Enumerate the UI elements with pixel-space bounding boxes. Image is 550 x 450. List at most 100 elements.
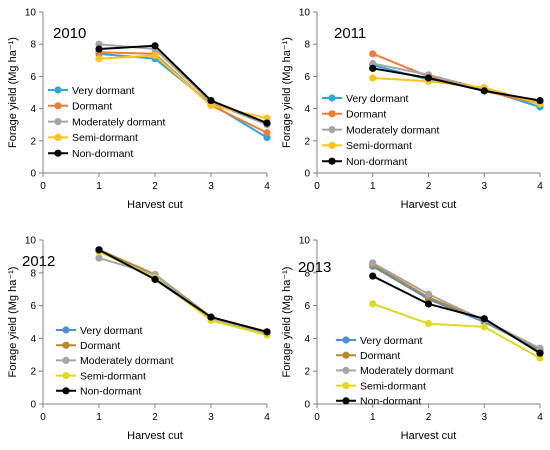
x-axis-title: Harvest cut	[401, 199, 457, 211]
x-tick-label: 2	[152, 412, 158, 423]
data-point	[95, 45, 103, 53]
y-tick-label: 8	[30, 40, 36, 51]
series-line-semi-dormant	[372, 303, 541, 359]
data-point	[263, 328, 271, 336]
y-tick-label: 2	[304, 136, 310, 147]
year-label: 2012	[22, 253, 55, 270]
chart-panel-2013: 0 2 4 6 8 10 0 1 2 3 4 Harvest cut Forage yield (Mg …	[281, 236, 544, 442]
data-point	[480, 315, 488, 323]
legend-label: Non-dormant	[80, 386, 141, 398]
data-point	[369, 50, 377, 58]
legend-swatch-marker	[342, 351, 350, 359]
legend-label: Very dormant	[80, 325, 143, 337]
data-point	[95, 254, 103, 262]
y-tick-label: 0	[30, 400, 36, 411]
legend-label: Semi-dormant	[360, 380, 426, 392]
y-tick-label: 4	[304, 334, 310, 345]
x-tick-label: 3	[208, 412, 214, 423]
data-point	[369, 272, 377, 280]
series-line-moderately-dormant	[372, 262, 541, 350]
x-tick-label: 3	[208, 181, 214, 192]
legend-swatch-marker	[342, 366, 350, 374]
data-point	[207, 313, 215, 321]
y-tick-label: 0	[304, 400, 310, 411]
y-tick-label: 10	[25, 236, 37, 247]
data-point	[95, 55, 103, 63]
legend-swatch-marker	[54, 149, 62, 157]
y-tick-label: 8	[304, 268, 310, 279]
x-tick-label: 0	[40, 412, 46, 423]
x-tick-label: 1	[96, 412, 102, 423]
y-tick-label: 4	[304, 104, 310, 115]
legend: Very dormant Dormant Moderately dormant Sem…	[56, 325, 173, 398]
legend-label: Moderately dormant	[80, 355, 173, 367]
x-tick-label: 1	[370, 181, 376, 192]
x-tick-label: 4	[264, 412, 270, 423]
y-tick-label: 10	[299, 236, 311, 247]
year-label: 2010	[53, 25, 86, 42]
data-point	[151, 275, 159, 283]
data-point	[424, 320, 433, 328]
x-axis-title: Harvest cut	[127, 430, 183, 442]
y-tick-label: 0	[30, 169, 36, 180]
legend-label: Dormant	[346, 109, 386, 121]
legend-label: Moderately dormant	[360, 365, 453, 377]
x-tick-label: 2	[152, 181, 158, 192]
legend-label: Dormant	[80, 340, 120, 352]
data-point	[369, 64, 377, 72]
data-point	[536, 344, 544, 352]
y-tick-label: 8	[304, 40, 310, 51]
data-point	[424, 290, 433, 298]
y-axis-title: Forage yield (Mg ha⁻¹)	[281, 37, 293, 148]
series-line-non-dormant	[98, 44, 268, 125]
data-point	[424, 300, 433, 308]
legend-label: Semi-dormant	[80, 370, 146, 382]
legend-swatch-marker	[342, 382, 350, 390]
x-tick-label: 2	[426, 412, 432, 423]
y-axis-title: Forage yield (Mg ha⁻¹)	[7, 267, 19, 378]
legend-swatch-marker	[328, 157, 336, 165]
data-point	[263, 129, 271, 137]
legend-label: Non-dormant	[346, 156, 407, 168]
legend-swatch-marker	[62, 326, 70, 334]
legend-label: Moderately dormant	[72, 116, 165, 128]
data-point	[369, 74, 377, 82]
legend-label: Semi-dormant	[346, 140, 412, 152]
y-tick-label: 4	[30, 334, 36, 345]
chart-panel-2011: 0 2 4 6 8 10 0 1 2 3 4 Harvest cut Forage yield (Mg …	[281, 8, 544, 211]
y-tick-label: 6	[304, 72, 310, 83]
legend: Very dormant Dormant Moderately dormant Sem…	[48, 85, 165, 160]
year-label: 2011	[334, 25, 366, 42]
legend: Very dormant Dormant Moderately dormant Sem…	[336, 335, 453, 408]
legend-swatch-marker	[62, 372, 70, 380]
y-tick-label: 0	[304, 169, 310, 180]
series-line-non-dormant	[372, 67, 541, 102]
legend-swatch-marker	[62, 356, 70, 364]
y-tick-label: 4	[30, 104, 36, 115]
legend-swatch-marker	[328, 94, 336, 102]
y-tick-label: 2	[30, 367, 36, 378]
data-point	[536, 354, 544, 362]
legend-label: Dormant	[360, 350, 400, 362]
legend-label: Non-dormant	[360, 396, 421, 408]
data-point	[95, 246, 103, 254]
x-tick-label: 0	[314, 412, 320, 423]
legend-label: Very dormant	[360, 335, 423, 347]
y-tick-label: 6	[304, 301, 310, 312]
y-tick-label: 10	[25, 8, 37, 19]
x-tick-label: 4	[537, 181, 543, 192]
legend-swatch-marker	[62, 387, 70, 395]
legend-label: Very dormant	[346, 93, 409, 105]
legend-swatch-marker	[342, 336, 350, 344]
x-tick-label: 3	[481, 412, 487, 423]
y-tick-label: 2	[304, 367, 310, 378]
x-axis-title: Harvest cut	[401, 430, 457, 442]
legend-swatch-marker	[62, 341, 70, 349]
data-point	[151, 51, 159, 60]
y-tick-label: 6	[30, 72, 36, 83]
x-tick-label: 1	[370, 412, 376, 423]
legend-swatch-marker	[54, 118, 62, 126]
legend-swatch-marker	[54, 133, 62, 141]
legend-label: Semi-dormant	[72, 132, 138, 144]
series-line-non-dormant	[98, 248, 268, 333]
